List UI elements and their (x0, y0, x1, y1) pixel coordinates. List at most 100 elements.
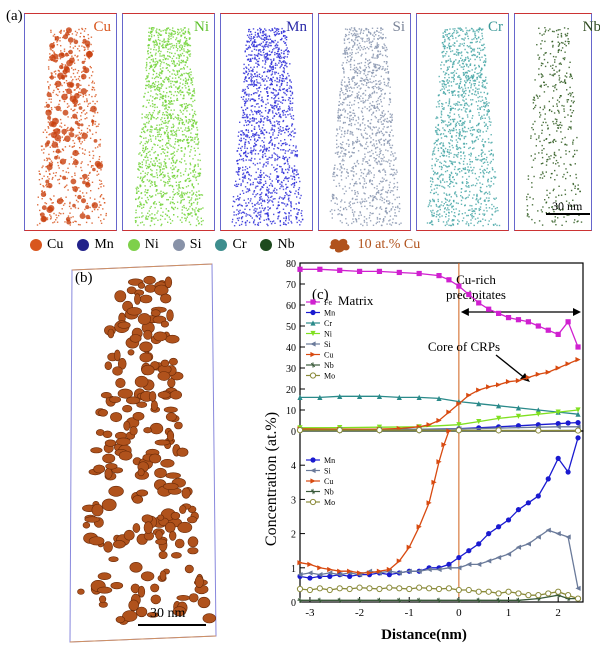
data-point (555, 409, 561, 415)
legend-label: Mo (324, 498, 335, 507)
cu-precipitate (144, 284, 157, 293)
cu-cluster (62, 34, 69, 40)
cu-precipitate (134, 375, 149, 388)
data-point (486, 306, 492, 312)
cu-precipitate (163, 482, 179, 490)
data-point (555, 588, 562, 595)
cu-precipitate (132, 495, 144, 504)
cu-cluster (51, 141, 59, 148)
data-point (310, 478, 316, 484)
scale-bar-a (546, 213, 590, 215)
cu-cluster (75, 82, 80, 88)
data-point (495, 427, 502, 434)
data-point (416, 597, 422, 603)
data-point (535, 371, 541, 377)
data-point (406, 544, 412, 550)
cu-cluster (68, 49, 73, 55)
data-point (476, 401, 482, 407)
cu-precipitate (181, 487, 191, 499)
data-point (495, 554, 502, 561)
legend-label: Nb (277, 237, 295, 252)
data-point (495, 310, 502, 316)
data-point (495, 415, 502, 421)
cu-cluster (73, 39, 79, 45)
cu-precipitate (165, 472, 181, 479)
legend-label: Si (324, 467, 331, 476)
data-point (505, 379, 512, 385)
data-point (456, 422, 462, 428)
cu-cluster (61, 93, 68, 101)
cu-cluster (77, 123, 81, 127)
x-tick-label: -3 (305, 607, 315, 619)
data-point (486, 531, 492, 537)
y-tick-label: 70 (286, 280, 296, 291)
cu-precipitate (157, 514, 165, 521)
data-point (446, 409, 452, 415)
data-point (476, 418, 482, 425)
data-point (310, 320, 316, 326)
cu-precipitate (109, 396, 121, 403)
cu-precipitate (140, 571, 155, 582)
data-point (466, 548, 472, 554)
y-tick-label: 4 (291, 461, 296, 472)
cu-precipitate (118, 450, 133, 461)
cu-precipitate (126, 286, 137, 295)
cu-cluster (72, 186, 79, 192)
data-point (515, 544, 522, 550)
data-point (545, 327, 551, 333)
cu-precipitate (141, 364, 155, 376)
data-point (366, 570, 373, 576)
cu-precipitate (108, 556, 119, 563)
cu-precipitate (110, 412, 123, 423)
series-bottom-si (297, 527, 581, 591)
cu-cluster (46, 92, 52, 98)
cu-precipitate (194, 575, 204, 588)
cu-cluster (51, 121, 57, 128)
cu-precipitate (168, 357, 178, 366)
data-point (505, 517, 512, 523)
cu-cluster (62, 109, 69, 116)
y-tick-label: 3 (291, 495, 296, 506)
atom-map-cr-cloud (416, 13, 509, 231)
data-point (376, 393, 383, 399)
data-point (356, 570, 363, 576)
cu-precipitate (107, 328, 115, 339)
cu-precipitate (96, 586, 113, 594)
legend-item: Nb (260, 237, 295, 253)
cu-precipitate (77, 588, 85, 595)
data-point (525, 592, 532, 599)
legend-dot-mn (77, 239, 90, 251)
data-point (396, 394, 402, 400)
data-point (565, 592, 572, 599)
cu-cluster (81, 132, 88, 140)
cu-cluster (69, 132, 75, 138)
atom-map-label: Cu (93, 19, 111, 35)
iso-box-edge (71, 263, 213, 271)
cu-precipitate (154, 467, 167, 479)
y-tick-label: 40 (286, 343, 296, 354)
legend-label: Fe (324, 298, 332, 307)
data-point (545, 369, 551, 375)
cu-precipitate (136, 401, 148, 408)
legend-label: Ni (324, 330, 333, 339)
series-bottom-nb (297, 592, 581, 603)
cu-precipitate (104, 361, 112, 370)
cu-precipitate (117, 388, 133, 399)
legend-label: Mn (324, 456, 335, 465)
cu-cluster (46, 140, 51, 145)
panel-a-label: (a) (6, 8, 23, 24)
cu-cluster (77, 194, 82, 200)
cu-precipitate (150, 583, 160, 593)
legend-label: Cu (47, 237, 64, 252)
data-point (416, 524, 422, 530)
data-point (476, 300, 482, 306)
cu-precipitate (90, 447, 103, 454)
cu-precipitate (98, 409, 108, 417)
legend-label: Ni (144, 237, 159, 252)
cu-precipitate (166, 309, 174, 322)
cu-cluster (72, 98, 79, 105)
legend-label: Cr (324, 319, 332, 328)
cu-cluster (65, 27, 72, 34)
data-point (565, 319, 571, 325)
data-point (376, 585, 383, 593)
